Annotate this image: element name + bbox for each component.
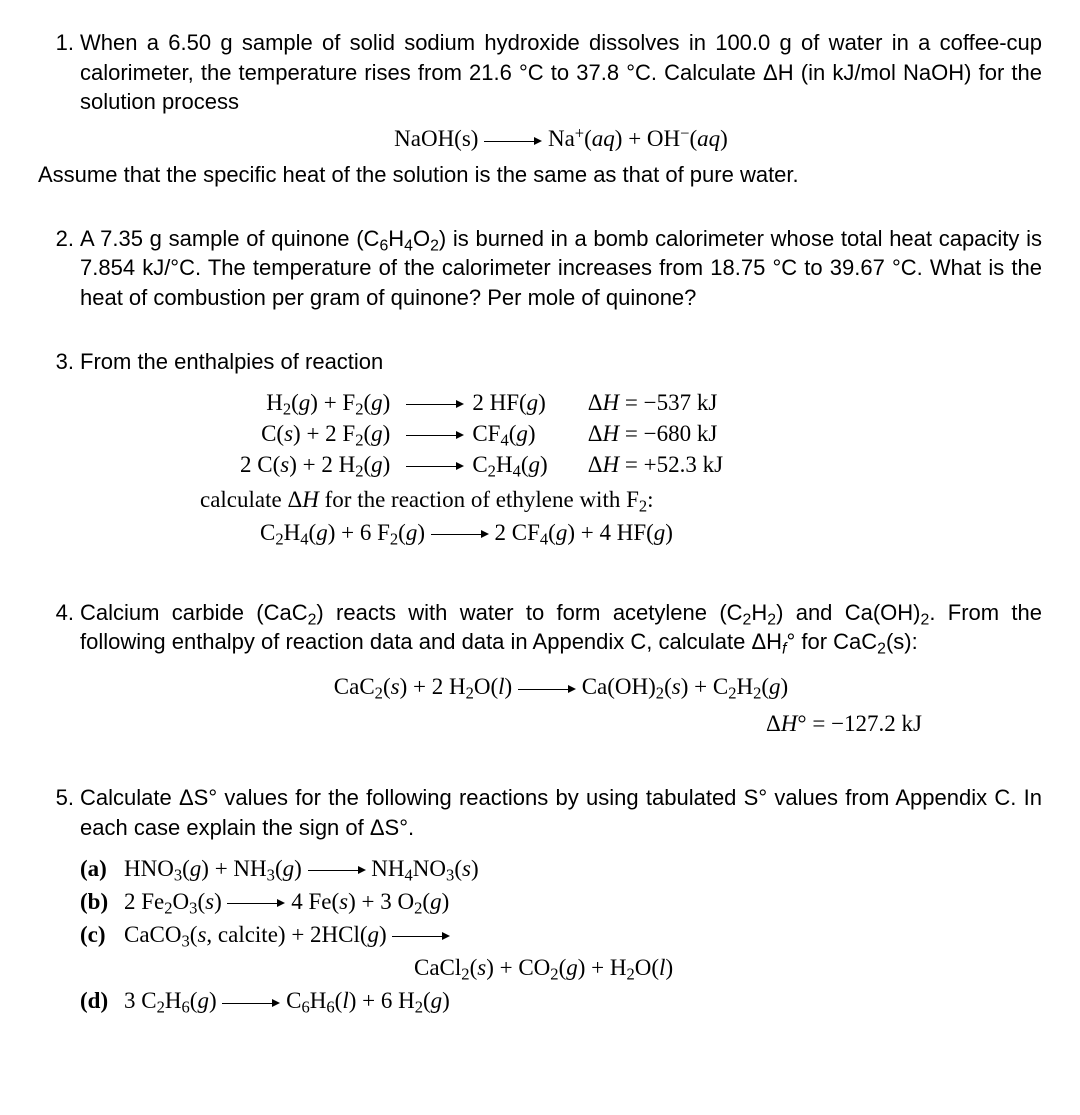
arrow-icon <box>398 418 472 449</box>
arrow-icon <box>398 449 472 480</box>
r3-lhs: 2 C(s) + 2 H2(g) <box>240 449 398 480</box>
part-b: (b) 2 Fe2O3(s) 4 Fe(s) + 3 O2(g) <box>80 886 1042 917</box>
problem-1: 1. When a 6.50 g sample of solid sodium … <box>38 28 1042 190</box>
part-c-cont: CaCl2(s) + CO2(g) + H2O(l) <box>80 952 1042 983</box>
problem-4-equation: CaC2(s) + 2 H2O(l) Ca(OH)2(s) + C2H2(g) <box>80 671 1042 702</box>
problem-4-dh: ΔH° = −127.2 kJ <box>80 708 1042 739</box>
reaction-3: 2 C(s) + 2 H2(g) C2H4(g) ΔH = +52.3 kJ <box>240 449 723 480</box>
problem-5-number: 5. <box>38 783 74 813</box>
problem-3-calc: calculate ΔH for the reaction of ethylen… <box>200 484 1042 515</box>
part-a-eq: HNO3(g) + NH3(g) NH4NO3(s) <box>124 853 479 884</box>
arrow-icon <box>431 529 489 539</box>
problem-3-intro: From the enthalpies of reaction <box>80 347 1042 377</box>
r2-dh: ΔH = −680 kJ <box>588 418 723 449</box>
problem-4-number: 4. <box>38 598 74 628</box>
part-b-label: (b) <box>80 886 124 917</box>
r2-lhs: C(s) + 2 F2(g) <box>240 418 398 449</box>
problem-5: 5. Calculate ΔS° values for the followin… <box>38 783 1042 1016</box>
problem-1-text-b: Assume that the specific heat of the sol… <box>38 160 1042 190</box>
part-a: (a) HNO3(g) + NH3(g) NH4NO3(s) <box>80 853 1042 884</box>
part-c-cont-label <box>80 952 124 983</box>
reaction-1: H2(g) + F2(g) 2 HF(g) ΔH = −537 kJ <box>240 387 723 418</box>
arrow-icon <box>484 136 542 146</box>
arrow-icon <box>398 387 472 418</box>
tgt-rhs: 2 CF4(g) + 4 HF(g) <box>495 520 673 545</box>
part-b-eq: 2 Fe2O3(s) 4 Fe(s) + 3 O2(g) <box>124 886 449 917</box>
problem-3-number: 3. <box>38 347 74 377</box>
part-d-eq: 3 C2H6(g) C6H6(l) + 6 H2(g) <box>124 985 450 1016</box>
problem-3: 3. From the enthalpies of reaction H2(g)… <box>38 347 1042 548</box>
part-a-label: (a) <box>80 853 124 884</box>
problem-2-text: A 7.35 g sample of quinone (C6H4O2) is b… <box>80 224 1042 313</box>
part-c: (c) CaCO3(s, calcite) + 2HCl(g) <box>80 919 1042 950</box>
r1-dh: ΔH = −537 kJ <box>588 387 723 418</box>
part-d-label: (d) <box>80 985 124 1016</box>
part-c-label: (c) <box>80 919 124 950</box>
tgt-lhs: C2H4(g) + 6 F2(g) <box>260 520 425 545</box>
reaction-2: C(s) + 2 F2(g) CF4(g) ΔH = −680 kJ <box>240 418 723 449</box>
problem-4-text: Calcium carbide (CaC2) reacts with water… <box>80 598 1042 657</box>
problem-list: 1. When a 6.50 g sample of solid sodium … <box>38 28 1042 1016</box>
problem-1-equation: NaOH(s) Na+(aq) + OH−(aq) <box>80 123 1042 154</box>
r3-dh: ΔH = +52.3 kJ <box>588 449 723 480</box>
problem-3-target: C2H4(g) + 6 F2(g) 2 CF4(g) + 4 HF(g) <box>260 517 1042 548</box>
eq1-lhs: NaOH(s) <box>394 126 478 151</box>
eq4-lhs: CaC2(s) + 2 H2O(l) <box>334 674 512 699</box>
problem-2-number: 2. <box>38 224 74 254</box>
part-c-eq2: CaCl2(s) + CO2(g) + H2O(l) <box>124 952 673 983</box>
arrow-icon <box>518 684 576 694</box>
part-c-eq1: CaCO3(s, calcite) + 2HCl(g) <box>124 919 450 950</box>
r1-rhs: 2 HF(g) <box>472 387 587 418</box>
problem-1-text-a: When a 6.50 g sample of solid sodium hyd… <box>80 28 1042 117</box>
r2-rhs: CF4(g) <box>472 418 587 449</box>
part-d: (d) 3 C2H6(g) C6H6(l) + 6 H2(g) <box>80 985 1042 1016</box>
problem-5-parts: (a) HNO3(g) + NH3(g) NH4NO3(s) (b) 2 Fe2… <box>80 853 1042 1016</box>
problem-2: 2. A 7.35 g sample of quinone (C6H4O2) i… <box>38 224 1042 313</box>
problem-1-number: 1. <box>38 28 74 58</box>
problem-5-text: Calculate ΔS° values for the following r… <box>80 783 1042 842</box>
eq4-rhs: Ca(OH)2(s) + C2H2(g) <box>582 674 789 699</box>
r3-rhs: C2H4(g) <box>472 449 587 480</box>
r1-lhs: H2(g) + F2(g) <box>240 387 398 418</box>
problem-4: 4. Calcium carbide (CaC2) reacts with wa… <box>38 598 1042 739</box>
eq1-rhs: Na+(aq) + OH−(aq) <box>548 126 728 151</box>
problem-3-reactions: H2(g) + F2(g) 2 HF(g) ΔH = −537 kJ C(s) … <box>240 387 723 480</box>
